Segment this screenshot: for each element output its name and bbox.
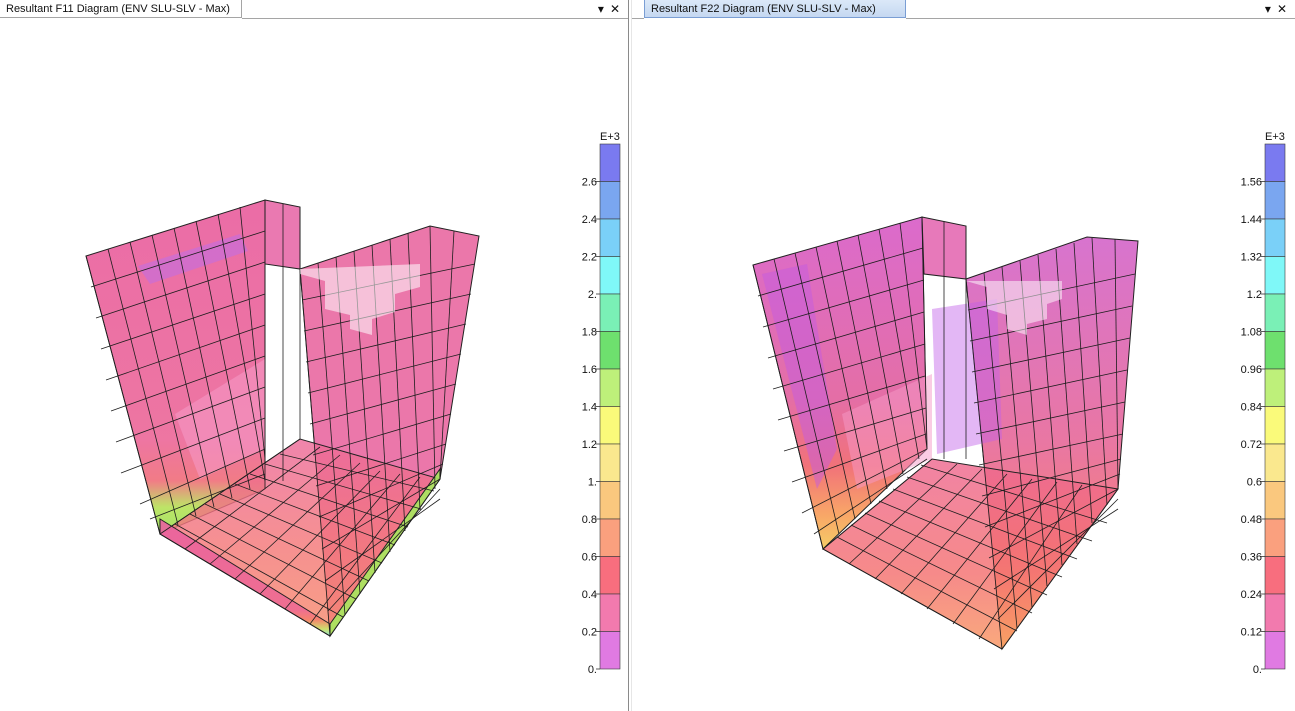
legend-color-band [599, 293, 621, 332]
legend-tick-label: 0.2 [582, 627, 597, 639]
legend-exponent: E+3 [1265, 131, 1285, 143]
legend-color-band [599, 143, 621, 182]
legend-color-band [599, 406, 621, 445]
legend-color-band [1264, 218, 1286, 257]
legend-tick-label: 2.6 [582, 177, 597, 189]
legend-color-band [599, 331, 621, 370]
legend-color-band [599, 518, 621, 557]
back-wall-top [264, 199, 301, 270]
inner-panel [175, 359, 265, 479]
legend-tick-label: 0. [1253, 664, 1262, 676]
legend-color-band [1264, 406, 1286, 445]
close-icon[interactable]: ✕ [609, 2, 620, 16]
legend-tick-label: 0.12 [1241, 627, 1262, 639]
legend-color-band [1264, 443, 1286, 482]
legend-exponent: E+3 [600, 131, 620, 143]
legend-tick-label: 1.8 [582, 327, 597, 339]
legend-tick-label: 0.4 [582, 589, 597, 601]
wall-notch [966, 281, 1062, 335]
legend-tick-label: 0. [588, 664, 597, 676]
legend-color-band [599, 593, 621, 632]
legend-tick-label: 2. [588, 289, 597, 301]
window-tab-f11[interactable]: Resultant F11 Diagram (ENV SLU-SLV - Max… [0, 0, 242, 18]
legend-tick-label: 1.44 [1241, 214, 1262, 226]
legend-tick-label: 0.48 [1241, 514, 1262, 526]
f11-diagram-window: Resultant F11 Diagram (ENV SLU-SLV - Max… [0, 0, 628, 711]
tab-divider-line [906, 18, 1295, 19]
legend-tick-label: 1.56 [1241, 177, 1262, 189]
legend-color-band [599, 631, 621, 670]
legend-color-band [1264, 368, 1286, 407]
f11-model-view[interactable]: E+3 2.6 2.4 2.2 2. 1.8 1.6 1.4 1.2 1. 0.8 0.6 0.4 0.2… [0, 19, 628, 711]
legend-tick-label: 0.84 [1241, 402, 1262, 414]
purple-region [138, 234, 248, 284]
legend-tick-label: 1. [588, 477, 597, 489]
window-controls: ▾ ✕ [592, 0, 620, 18]
wall-notch [300, 264, 420, 335]
legend-color-band [1264, 518, 1286, 557]
f22-legend: E+3 1.56 1.44 1.32 1.2 1.08 0.96 0.84 0.72 0.6 0.4… [1241, 131, 1286, 676]
legend-color-band [599, 443, 621, 482]
legend-tick-label: 1.32 [1241, 252, 1262, 264]
legend-tick-label: 1.4 [582, 402, 597, 414]
legend-tick-label: 2.2 [582, 252, 597, 264]
legend-color-band [599, 368, 621, 407]
chevron-down-icon[interactable]: ▾ [597, 2, 604, 16]
legend-color-band [1264, 143, 1286, 182]
window-tab-f22[interactable]: Resultant F22 Diagram (ENV SLU-SLV - Max… [644, 0, 906, 18]
legend-tick-label: 2.4 [582, 214, 597, 226]
legend-color-band [1264, 481, 1286, 520]
legend-color-band [1264, 593, 1286, 632]
legend-tick-label: 0.6 [1247, 477, 1262, 489]
f22-model-view[interactable]: E+3 1.56 1.44 1.32 1.2 1.08 0.96 0.84 0.72 0.6 0.4… [632, 19, 1295, 711]
tab-divider-line [632, 18, 644, 19]
close-icon[interactable]: ✕ [1276, 2, 1287, 16]
legend-color-band [1264, 556, 1286, 595]
legend-tick-label: 0.6 [582, 552, 597, 564]
legend-tick-label: 1.6 [582, 364, 597, 376]
tab-divider-line [242, 18, 628, 19]
legend-tick-label: 0.8 [582, 514, 597, 526]
chevron-down-icon[interactable]: ▾ [1264, 2, 1271, 16]
model-viewport[interactable]: E+3 1.56 1.44 1.32 1.2 1.08 0.96 0.84 0.72 0.6 0.4… [632, 19, 1295, 711]
f11-legend: E+3 2.6 2.4 2.2 2. 1.8 1.6 1.4 1.2 1. 0.8 0.6 0.4 0.2… [582, 131, 621, 676]
window-titlebar: Resultant F11 Diagram (ENV SLU-SLV - Max… [0, 0, 628, 19]
model-viewport[interactable]: E+3 2.6 2.4 2.2 2. 1.8 1.6 1.4 1.2 1. 0.8 0.6 0.4 0.2… [0, 19, 628, 711]
window-controls: ▾ ✕ [1259, 0, 1287, 18]
legend-tick-label: 0.36 [1241, 552, 1262, 564]
legend-color-band [1264, 631, 1286, 670]
legend-color-band [1264, 256, 1286, 295]
legend-tick-label: 1.2 [1247, 289, 1262, 301]
legend-tick-label: 0.72 [1241, 439, 1262, 451]
window-titlebar: Resultant F22 Diagram (ENV SLU-SLV - Max… [632, 0, 1295, 19]
mesh-grid [85, 200, 476, 637]
legend-color-band [599, 481, 621, 520]
legend-color-band [1264, 331, 1286, 370]
f22-diagram-window: Resultant F22 Diagram (ENV SLU-SLV - Max… [632, 0, 1295, 711]
legend-color-band [1264, 293, 1286, 332]
legend-tick-label: 1.08 [1241, 327, 1262, 339]
legend-color-band [599, 218, 621, 257]
legend-tick-label: 1.2 [582, 439, 597, 451]
legend-color-band [599, 181, 621, 220]
legend-color-band [599, 256, 621, 295]
purple-region [762, 264, 837, 489]
legend-color-band [599, 556, 621, 595]
legend-tick-label: 0.96 [1241, 364, 1262, 376]
legend-color-band [1264, 181, 1286, 220]
legend-tick-label: 0.24 [1241, 589, 1262, 601]
pane-splitter[interactable] [628, 0, 632, 711]
